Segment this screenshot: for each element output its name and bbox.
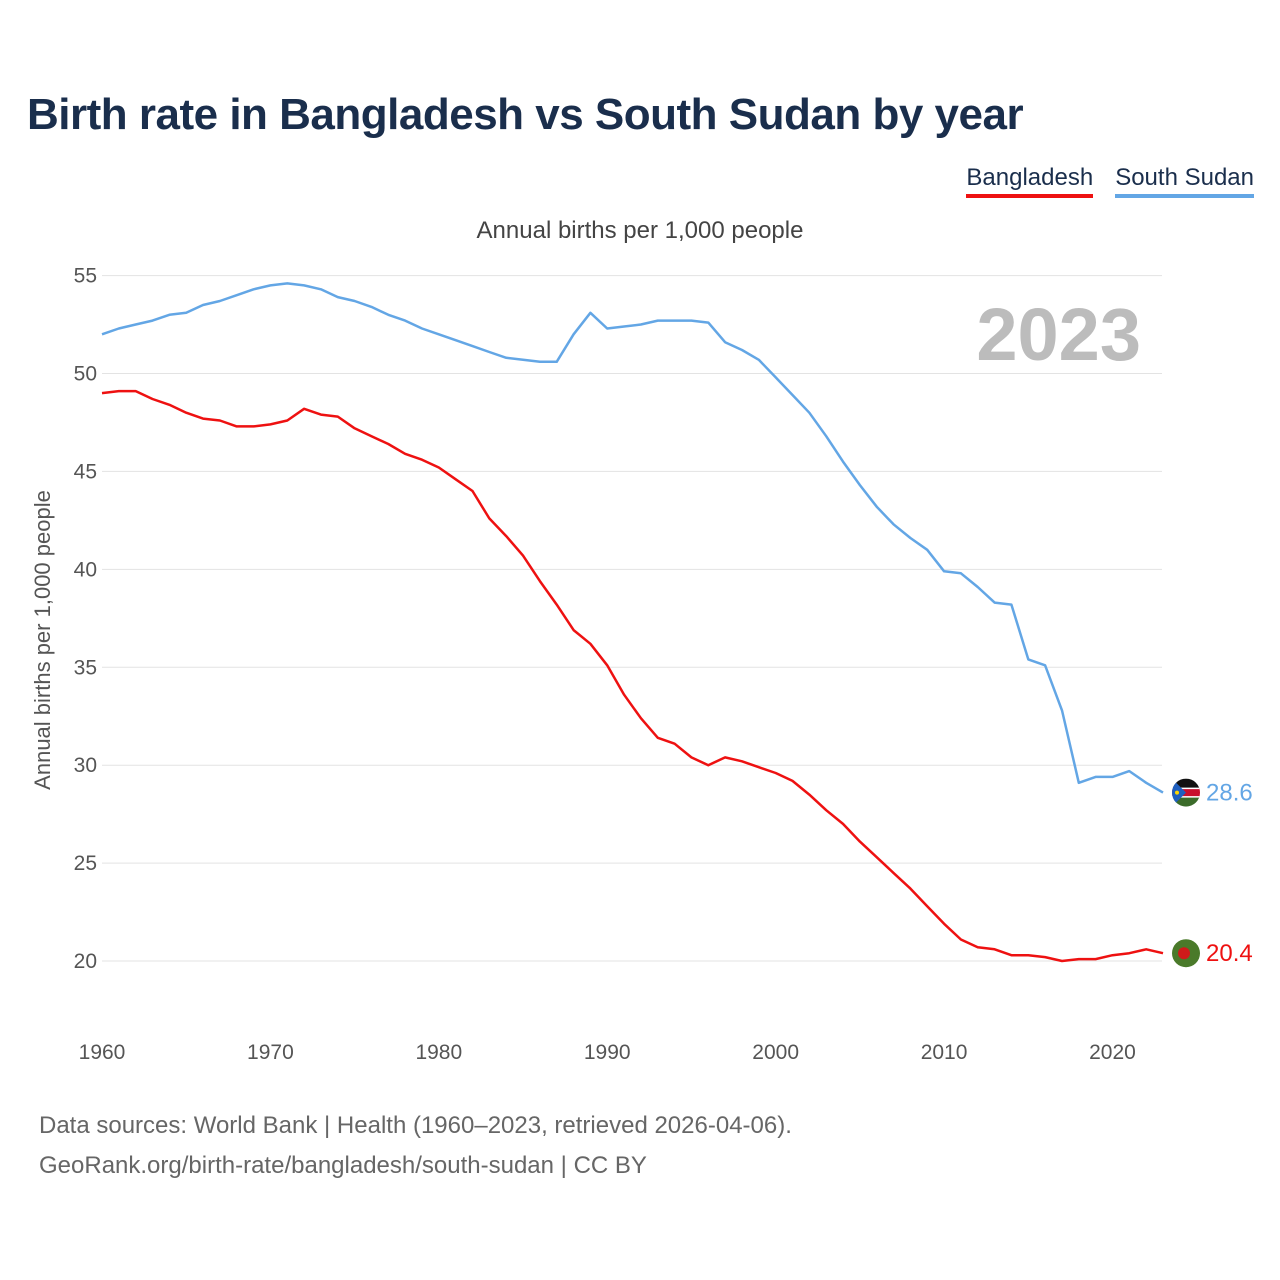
y-tick-label: 55 bbox=[74, 265, 97, 288]
x-axis-ticks: 1960 1970 1980 1990 2000 2010 2020 bbox=[79, 1041, 1136, 1064]
flag-marker-south-sudan bbox=[1172, 778, 1200, 807]
year-indicator: 2023 bbox=[976, 293, 1141, 376]
gridlines bbox=[102, 275, 1162, 962]
footer-sources: Data sources: World Bank | Health (1960–… bbox=[39, 1112, 792, 1139]
y-axis-ticks: 20 25 30 35 40 45 50 55 bbox=[74, 265, 97, 973]
x-tick-label: 2020 bbox=[1089, 1041, 1136, 1064]
y-tick-label: 30 bbox=[74, 754, 97, 777]
x-tick-label: 2000 bbox=[752, 1041, 799, 1064]
end-markers: 20.4 28.6 bbox=[1172, 778, 1253, 968]
series-lines bbox=[101, 282, 1164, 963]
x-tick-label: 2010 bbox=[921, 1041, 968, 1064]
chart-subtitle: Annual births per 1,000 people bbox=[476, 217, 804, 244]
chart-title: Birth rate in Bangladesh vs South Sudan … bbox=[27, 90, 1024, 139]
x-tick-label: 1970 bbox=[247, 1041, 294, 1064]
end-value-label-south-sudan: 28.6 bbox=[1206, 780, 1253, 807]
x-tick-label: 1990 bbox=[584, 1041, 631, 1064]
flag-south-sudan-icon bbox=[1172, 778, 1200, 807]
y-tick-label: 45 bbox=[74, 460, 97, 483]
legend-item-south-sudan[interactable]: South Sudan bbox=[1115, 164, 1254, 198]
footer: Data sources: World Bank | Health (1960–… bbox=[39, 1106, 792, 1186]
flag-marker-bangladesh bbox=[1172, 939, 1200, 968]
y-tick-label: 35 bbox=[74, 656, 97, 679]
y-tick-label: 25 bbox=[74, 852, 97, 875]
legend: Bangladesh South Sudan bbox=[966, 164, 1254, 198]
footer-url[interactable]: GeoRank.org/birth-rate/bangladesh/south-… bbox=[39, 1152, 647, 1179]
end-value-label-bangladesh: 20.4 bbox=[1206, 940, 1253, 967]
flag-bangladesh-disc bbox=[1178, 947, 1190, 960]
y-tick-label: 50 bbox=[74, 363, 97, 386]
x-tick-label: 1960 bbox=[79, 1041, 126, 1064]
line-chart: 20 25 30 35 40 45 50 55 1960 1970 1980 1990 2000 201… bbox=[30, 265, 1253, 1064]
series-line-bangladesh[interactable] bbox=[101, 389, 1164, 963]
legend-item-bangladesh[interactable]: Bangladesh bbox=[966, 164, 1094, 198]
x-tick-label: 1980 bbox=[415, 1041, 462, 1064]
series-line-south-sudan[interactable] bbox=[101, 282, 1164, 794]
y-tick-label: 20 bbox=[74, 950, 97, 973]
y-axis-label: Annual births per 1,000 people bbox=[30, 490, 55, 790]
y-tick-label: 40 bbox=[74, 558, 97, 581]
